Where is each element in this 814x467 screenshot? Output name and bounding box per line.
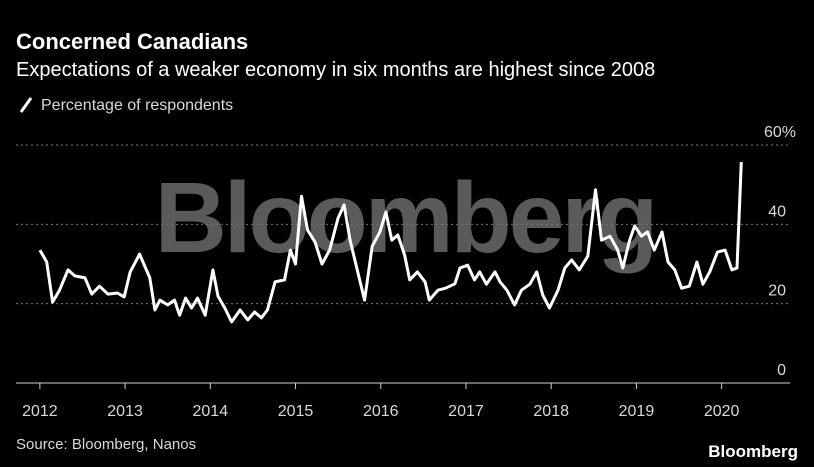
chart-title: Concerned Canadians xyxy=(16,29,248,54)
watermark: Bloomberg xyxy=(155,162,656,274)
chart-subtitle: Expectations of a weaker economy in six … xyxy=(16,59,655,81)
data-line xyxy=(38,162,743,324)
x-tick-label: 2014 xyxy=(193,403,229,420)
x-tick-label: 2019 xyxy=(619,403,655,420)
logo: Bloomberg xyxy=(708,442,798,461)
y-tick-label: 40 xyxy=(768,203,786,220)
legend-label: Percentage of respondents xyxy=(41,97,233,114)
x-tick-label: 2018 xyxy=(533,403,569,420)
source: Source: Bloomberg, Nanos xyxy=(16,436,196,453)
x-tick-label: 2013 xyxy=(107,403,143,420)
x-tick-label: 2017 xyxy=(448,403,484,420)
legend-swatch xyxy=(19,97,33,113)
x-tick-label: 2020 xyxy=(704,403,740,420)
y-tick-label: 20 xyxy=(768,283,786,300)
x-tick-label: 2016 xyxy=(363,403,399,420)
y-tick-label: 60% xyxy=(764,124,796,141)
y-tick-label: 0 xyxy=(777,362,786,379)
x-tick-label: 2012 xyxy=(22,403,58,420)
x-tick-label: 2015 xyxy=(278,403,314,420)
